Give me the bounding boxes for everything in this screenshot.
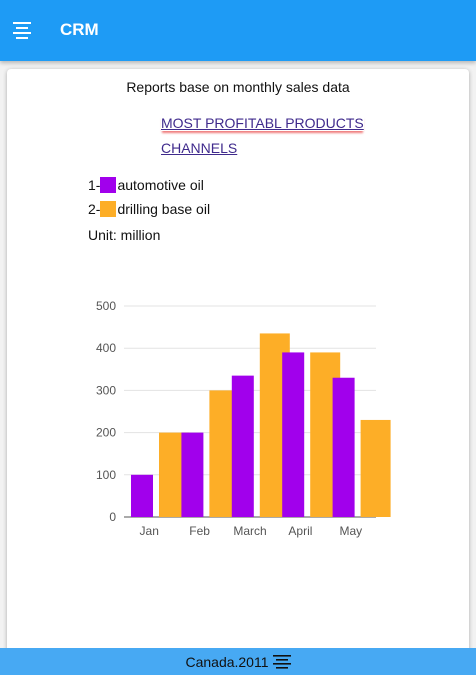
legend-label: drilling base oil — [117, 201, 211, 217]
bar-automotive-oil-march — [231, 375, 254, 517]
x-tick-label: April — [288, 524, 312, 538]
y-tick-label: 200 — [96, 426, 116, 440]
y-tick-label: 300 — [96, 383, 116, 397]
app-footer: Canada.2011 — [0, 648, 476, 675]
app-title: CRM — [60, 20, 99, 39]
legend-item-drilling-base-oil: 2- drilling base oil — [88, 201, 210, 217]
bar-automotive-oil-feb — [181, 432, 204, 517]
bar-automotive-oil-jan — [131, 474, 153, 517]
unit-label: Unit: million — [88, 227, 161, 243]
x-tick-label: March — [233, 524, 266, 538]
channels-link[interactable]: CHANNELS — [161, 140, 238, 156]
bar-automotive-oil-april — [282, 352, 305, 517]
legend-prefix: 2- — [88, 201, 101, 217]
y-tick-label: 400 — [96, 341, 116, 355]
app-header: CRM — [0, 0, 476, 61]
legend-swatch-automotive-oil — [100, 177, 117, 193]
x-tick-label: May — [339, 524, 362, 538]
y-tick-label: 500 — [96, 299, 116, 313]
bar-drilling-base-oil-may — [360, 419, 391, 517]
report-card: Reports base on monthly sales data MOST … — [7, 69, 469, 659]
x-tick-label: Feb — [189, 524, 210, 538]
x-tick-label: Jan — [140, 524, 159, 538]
menu-icon[interactable] — [12, 21, 32, 41]
bar-chart: 0 100 200 300 400 500 Jan Feb March April May — [96, 299, 391, 538]
legend-label: automotive oil — [117, 177, 204, 193]
legend-swatch-drilling-base-oil — [100, 201, 117, 217]
report-title: Reports base on monthly sales data — [126, 79, 350, 95]
footer-menu-icon[interactable] — [272, 654, 291, 670]
y-tick-label: 100 — [96, 468, 116, 482]
y-tick-label: 0 — [109, 510, 116, 524]
most-profitable-products-link[interactable]: MOST PROFITABL PRODUCTS — [161, 115, 364, 131]
legend-prefix: 1- — [88, 177, 101, 193]
footer-text: Canada.2011 — [185, 653, 269, 670]
legend-item-automotive-oil: 1- automotive oil — [88, 177, 204, 193]
bar-automotive-oil-may — [332, 377, 355, 517]
